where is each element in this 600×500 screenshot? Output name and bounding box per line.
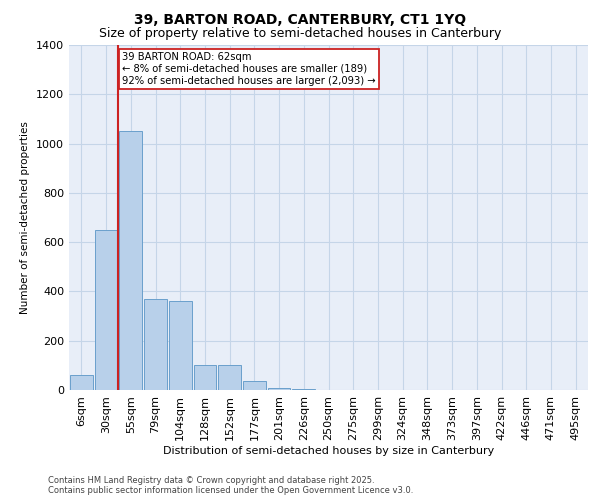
- Bar: [292, 389, 315, 390]
- Text: Size of property relative to semi-detached houses in Canterbury: Size of property relative to semi-detach…: [99, 28, 501, 40]
- Y-axis label: Number of semi-detached properties: Number of semi-detached properties: [20, 121, 31, 314]
- Bar: [119, 132, 142, 390]
- X-axis label: Distribution of semi-detached houses by size in Canterbury: Distribution of semi-detached houses by …: [163, 446, 494, 456]
- Text: 39, BARTON ROAD, CANTERBURY, CT1 1YQ: 39, BARTON ROAD, CANTERBURY, CT1 1YQ: [134, 12, 466, 26]
- Bar: [169, 302, 191, 390]
- Bar: [70, 375, 93, 390]
- Bar: [144, 299, 167, 390]
- Bar: [218, 366, 241, 390]
- Bar: [268, 388, 290, 390]
- Bar: [194, 366, 216, 390]
- Bar: [95, 230, 118, 390]
- Text: 39 BARTON ROAD: 62sqm
← 8% of semi-detached houses are smaller (189)
92% of semi: 39 BARTON ROAD: 62sqm ← 8% of semi-detac…: [122, 52, 376, 86]
- Bar: [243, 382, 266, 390]
- Text: Contains HM Land Registry data © Crown copyright and database right 2025.
Contai: Contains HM Land Registry data © Crown c…: [48, 476, 413, 495]
